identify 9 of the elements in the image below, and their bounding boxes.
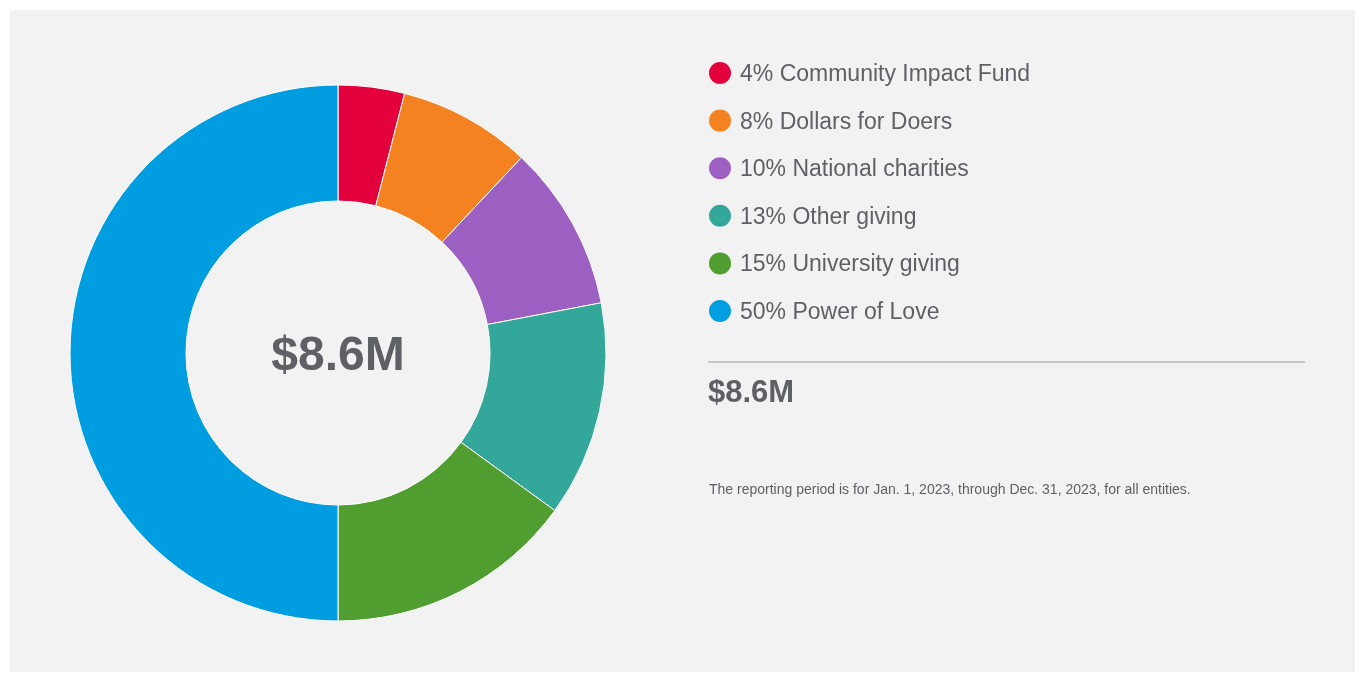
legend-label: 10% National charities: [740, 155, 969, 182]
legend-label: 8% Dollars for Doers: [740, 107, 953, 134]
legend-label: 15% University giving: [740, 250, 960, 277]
text: $8.6M: [271, 326, 405, 380]
text: $8.6M: [708, 374, 795, 409]
legend-label: 4% Community Impact Fund: [740, 60, 1031, 87]
legend-label: 13% Other giving: [740, 202, 917, 229]
text: The reporting period is for Jan. 1, 2023, through Dec. 31, 2023, for all entities.: [709, 481, 1191, 497]
legend-label: 50% Power of Love: [740, 298, 940, 325]
